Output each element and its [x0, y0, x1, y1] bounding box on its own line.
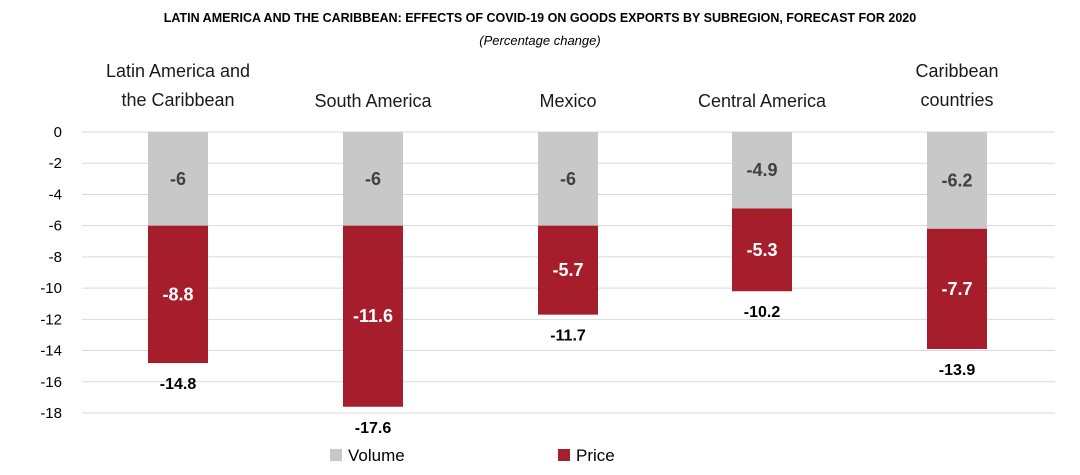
category-label: Caribbean [915, 61, 998, 81]
bars: -6 -8.8 -14.8 -6 -11.6 -17.6 -6 -5.7 -11.7 -4.9 -5… [148, 132, 987, 437]
category-label: South America [314, 91, 432, 111]
bar-volume [538, 132, 598, 226]
category-label: Mexico [539, 91, 596, 111]
category-label: the Caribbean [121, 90, 234, 110]
category-label: Central America [698, 91, 827, 111]
chart-subtitle: (Percentage change) [479, 33, 600, 48]
y-tick-label: -8 [49, 249, 62, 266]
total-label: -13.9 [939, 362, 976, 379]
y-tick-label: -14 [40, 343, 62, 360]
legend-swatch-volume [330, 449, 342, 461]
category-labels: Latin America and the Caribbean South Amer… [106, 61, 999, 111]
bar-label-price: -7.7 [941, 279, 972, 299]
y-tick-label: -2 [49, 155, 62, 172]
legend-label-price: Price [576, 446, 615, 465]
legend-swatch-price [558, 449, 570, 461]
bar-label-volume: -6 [365, 169, 381, 189]
bar-price [343, 225, 403, 407]
bar-price [538, 225, 598, 315]
bar-label-volume: -6.2 [941, 170, 972, 190]
legend-label-volume: Volume [348, 446, 405, 465]
bar-label-volume: -6 [560, 169, 576, 189]
y-tick-label: -12 [40, 311, 62, 328]
y-tick-label: 0 [54, 124, 62, 141]
y-tick-label: -18 [40, 405, 62, 422]
bar-volume [732, 132, 792, 209]
y-tick-label: -6 [49, 218, 62, 235]
bar-price [148, 225, 208, 364]
total-label: -14.8 [160, 376, 197, 393]
bar-volume [927, 132, 987, 229]
bar-price [732, 208, 792, 292]
bar-volume [343, 132, 403, 226]
chart-title: LATIN AMERICA AND THE CARIBBEAN: EFFECTS… [164, 11, 916, 25]
bar-label-price: -5.7 [552, 260, 583, 280]
bar-label-volume: -4.9 [746, 160, 777, 180]
y-axis: 0 -2 -4 -6 -8 -10 -12 -14 -16 -18 [40, 124, 62, 422]
total-label: -11.7 [550, 328, 586, 345]
y-tick-label: -16 [40, 374, 62, 391]
category-label: countries [920, 90, 993, 110]
y-tick-label: -4 [49, 186, 62, 203]
bar-label-price: -8.8 [162, 284, 193, 304]
bar-price [927, 228, 987, 349]
y-tick-label: -10 [40, 280, 62, 297]
legend: Volume Price [330, 446, 615, 465]
total-label: -10.2 [744, 304, 781, 321]
bar-volume [148, 132, 208, 226]
bar-label-price: -5.3 [746, 240, 777, 260]
category-label: Latin America and [106, 61, 250, 81]
bar-label-volume: -6 [170, 169, 186, 189]
total-label: -17.6 [355, 420, 392, 437]
bar-label-price: -11.6 [353, 306, 393, 326]
